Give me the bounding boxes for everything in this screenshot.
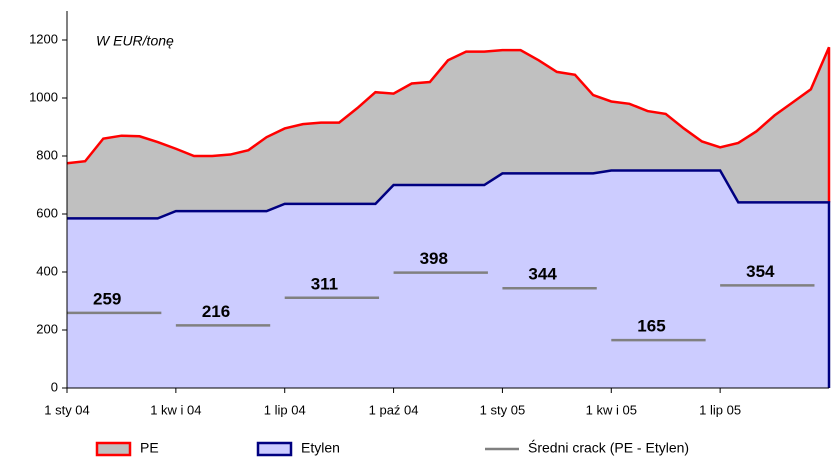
data-label: 311 [311,274,338,293]
series-line [66,46,831,203]
y-tick-label: 1200 [29,31,58,46]
x-tick-label: 1 lip 04 [264,402,306,417]
y-tick-label: 200 [36,321,58,336]
y-tick-label: 0 [51,379,58,394]
unit-annotation: W EUR/tonę [96,33,174,49]
data-label: 398 [420,249,448,268]
x-tick-label: 1 lip 05 [699,402,741,417]
y-tick-label: 400 [36,263,58,278]
data-label: 354 [746,262,775,281]
data-label: 344 [528,265,557,284]
data-label: 216 [202,302,230,321]
data-label: 165 [637,317,665,336]
y-tick-label: 600 [36,205,58,220]
y-tick-label: 1000 [29,89,58,104]
legend-label: Etylen [301,440,340,456]
legend-label: Średni crack (PE - Etylen) [528,439,689,456]
x-tick-label: 1 kw i 05 [586,402,637,417]
x-tick-label: 1 kw i 04 [150,402,201,417]
y-tick-label: 800 [36,147,58,162]
x-tick-label: 1 sty 05 [480,402,526,417]
x-tick-label: 1 paź 04 [369,402,419,417]
data-label: 259 [93,289,121,308]
area-fill [67,170,829,388]
legend-label: PE [140,440,159,456]
legend-swatch [256,441,293,457]
x-tick-label: 1 sty 04 [44,402,90,417]
legend-swatch [95,441,132,457]
series-line [67,169,831,388]
